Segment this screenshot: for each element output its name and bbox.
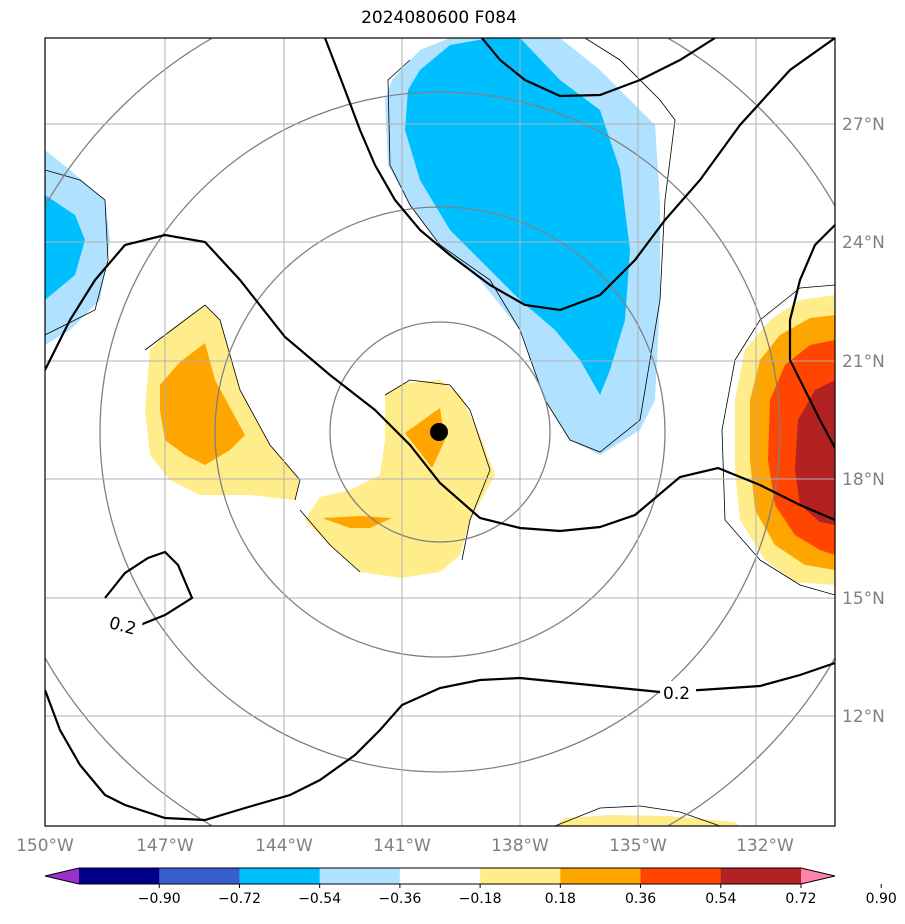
lon-label: 150°W <box>16 836 74 856</box>
latitude-labels: 27°N 24°N 21°N 18°N 15°N 12°N <box>842 115 885 727</box>
colorbar-tick-label: −0.90 <box>138 891 181 907</box>
lon-label: 135°W <box>609 836 667 856</box>
colorbar-swatch <box>319 868 401 884</box>
map-title: 2024080600 F084 <box>361 8 517 28</box>
lat-label: 18°N <box>842 470 885 490</box>
lon-label: 147°W <box>136 836 194 856</box>
longitude-labels: 150°W 147°W 144°W 141°W 138°W 135°W 132°… <box>16 836 794 856</box>
colorbar-outline <box>44 867 836 885</box>
lon-label: 141°W <box>373 836 431 856</box>
colorbar-tick-label: 0.72 <box>785 891 816 907</box>
lat-label: 21°N <box>842 352 885 372</box>
lat-label: 27°N <box>842 115 885 135</box>
colorbar-swatch <box>159 868 240 884</box>
colorbar-swatch <box>720 868 802 884</box>
lat-label: 12°N <box>842 707 885 727</box>
colorbar-tick-label: −0.72 <box>218 891 261 907</box>
range-rings <box>45 38 835 826</box>
shading-orange-central-2 <box>322 516 392 528</box>
shading-orange-central <box>405 408 445 468</box>
colorbar-swatch <box>239 868 321 884</box>
colorbar: −0.90 −0.72 −0.54 −0.36 −0.18 0.18 0.36 0.54 0.7… <box>44 867 897 907</box>
colorbar-extend-low <box>45 868 79 884</box>
colorbar-swatch <box>560 868 642 884</box>
colorbar-swatch <box>640 868 722 884</box>
colorbar-swatch <box>79 868 160 884</box>
shading-yellow-south <box>555 815 740 826</box>
lat-label: 15°N <box>842 589 885 609</box>
shading-blue-west <box>45 195 85 300</box>
storm-center-dot <box>430 423 448 441</box>
shading-orange-west <box>160 343 245 465</box>
lon-label: 132°W <box>736 836 794 856</box>
colorbar-swatch <box>399 868 481 884</box>
colorbar-swatch <box>480 868 561 884</box>
colorbar-tick-label: 0.36 <box>625 891 656 907</box>
colorbar-tick-label: 0.54 <box>705 891 736 907</box>
shading-outlines <box>45 38 835 826</box>
plot-frame <box>44 37 836 827</box>
lon-label: 144°W <box>255 836 313 856</box>
contour-label-1: 0.2 <box>105 607 145 640</box>
colorbar-tick-label: 0.90 <box>866 891 897 907</box>
colorbar-tick-label: −0.36 <box>378 891 421 907</box>
graticule <box>45 38 835 826</box>
shading-dark-red-east <box>795 380 835 525</box>
lat-label: 24°N <box>842 233 885 253</box>
contour-label-2: 0.2 <box>660 681 696 704</box>
svg-text:0.2: 0.2 <box>663 684 690 704</box>
colorbar-tick-label: −0.54 <box>298 891 341 907</box>
map-plot-area <box>45 38 835 826</box>
colorbar-extend-high <box>801 868 835 884</box>
lon-label: 138°W <box>491 836 549 856</box>
colorbar-tick-label: 0.18 <box>545 891 576 907</box>
colorbar-tick-label: −0.18 <box>459 891 502 907</box>
